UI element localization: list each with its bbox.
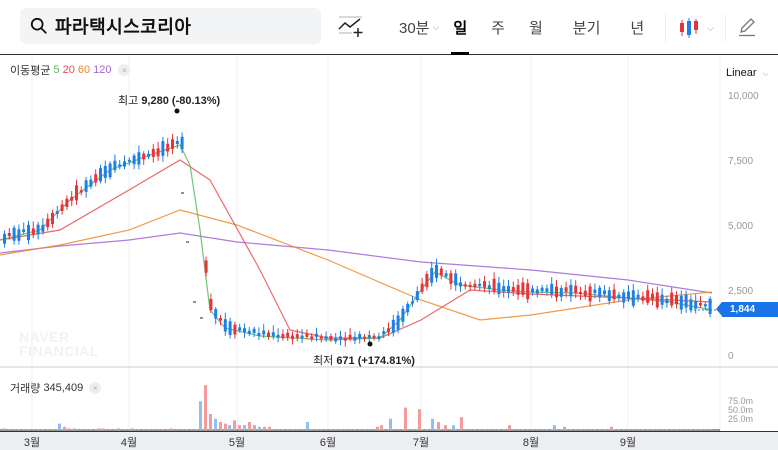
ma120-label[interactable]: 120 <box>93 64 112 76</box>
volume-legend: 거래량 345,409 × <box>10 380 102 396</box>
low-annotation: 최저 671 (+174.81%) <box>313 352 415 368</box>
close-icon[interactable]: × <box>89 382 102 394</box>
divider <box>725 14 726 42</box>
high-label: 최고 <box>118 95 139 107</box>
high-annotation: 최고 9,280 (-80.13%) <box>118 92 220 108</box>
candlestick-icon <box>680 18 698 38</box>
chart-type-button[interactable]: ⌵ <box>678 14 718 42</box>
ma-legend: 이동평균 5 20 60 120 × <box>10 62 131 78</box>
chevron-down-icon: ⌵ <box>707 22 714 33</box>
x-tick: 7월 <box>412 437 430 449</box>
y-tick: 2,500 <box>728 286 754 297</box>
chart-toolbar: 파라택시스코리아 30분 ⌵ 일 주 월 분기 년 ⌵ <box>0 0 778 55</box>
x-tick: 8월 <box>522 437 540 449</box>
y-tick: 10,000 <box>728 91 759 102</box>
ma-legend-title: 이동평균 <box>10 65 51 77</box>
x-tick: 4월 <box>120 437 138 449</box>
volume-value: 345,409 <box>43 382 84 394</box>
add-indicator-icon[interactable] <box>338 14 364 38</box>
tab-label: 일 <box>453 20 468 37</box>
high-pct: (-80.13%) <box>171 95 221 107</box>
x-tick: 9월 <box>619 437 637 449</box>
watermark-line: NAVER <box>19 329 70 345</box>
y-tick: 0 <box>728 351 734 362</box>
low-label: 최저 <box>313 355 334 367</box>
y-tick: 5,000 <box>728 221 754 232</box>
ma60-label[interactable]: 60 <box>77 64 91 76</box>
chevron-down-icon: ⌵ <box>432 22 440 32</box>
volume-tick: 25.0m <box>728 414 754 424</box>
tab-week[interactable]: 주 <box>491 0 505 55</box>
watermark-line: FINANCIAL <box>19 343 99 359</box>
volume-tick: 75.0m <box>728 396 754 406</box>
tab-month[interactable]: 월 <box>529 0 543 55</box>
search-icon <box>30 17 47 34</box>
tab-label: 30분 <box>399 20 430 37</box>
pencil-icon[interactable] <box>737 17 757 37</box>
tab-label: 월 <box>528 20 543 37</box>
volume-label: 거래량 <box>10 383 41 395</box>
x-axis: 3월 4월 5월 6월 7월 8월 9월 <box>0 431 778 450</box>
stock-search-input[interactable]: 파라택시스코리아 <box>20 8 321 44</box>
low-pct: (+174.81%) <box>357 355 415 367</box>
low-value: 671 <box>336 355 355 367</box>
tab-label: 년 <box>630 20 645 37</box>
y-tick: 7,500 <box>728 156 754 167</box>
high-value: 9,280 <box>141 95 169 107</box>
scale-label: Linear <box>726 67 757 79</box>
scale-dropdown[interactable]: Linear ⌵ <box>726 67 769 79</box>
divider <box>665 14 666 42</box>
x-tick: 5월 <box>228 437 246 449</box>
current-price-tag: 1,844 <box>716 302 778 317</box>
ma5-label[interactable]: 5 <box>53 64 60 76</box>
x-tick: 3월 <box>23 437 41 449</box>
volume-tick: 50.0m <box>728 405 754 415</box>
tab-label: 주 <box>491 20 505 37</box>
ma20-label[interactable]: 20 <box>62 64 75 76</box>
stock-name: 파라택시스코리아 <box>55 17 192 37</box>
tab-quarter[interactable]: 분기 <box>573 0 601 55</box>
tab-label: 분기 <box>572 20 601 37</box>
tab-30min[interactable]: 30분 ⌵ <box>399 0 439 55</box>
tab-day[interactable]: 일 <box>451 0 469 55</box>
close-icon[interactable]: × <box>118 64 131 76</box>
watermark: NAVER FINANCIAL <box>19 330 99 358</box>
period-tabs: 30분 ⌵ 일 주 월 분기 년 <box>392 0 644 55</box>
tab-year[interactable]: 년 <box>630 0 644 55</box>
chevron-down-icon: ⌵ <box>762 69 769 78</box>
x-tick: 6월 <box>319 437 337 449</box>
